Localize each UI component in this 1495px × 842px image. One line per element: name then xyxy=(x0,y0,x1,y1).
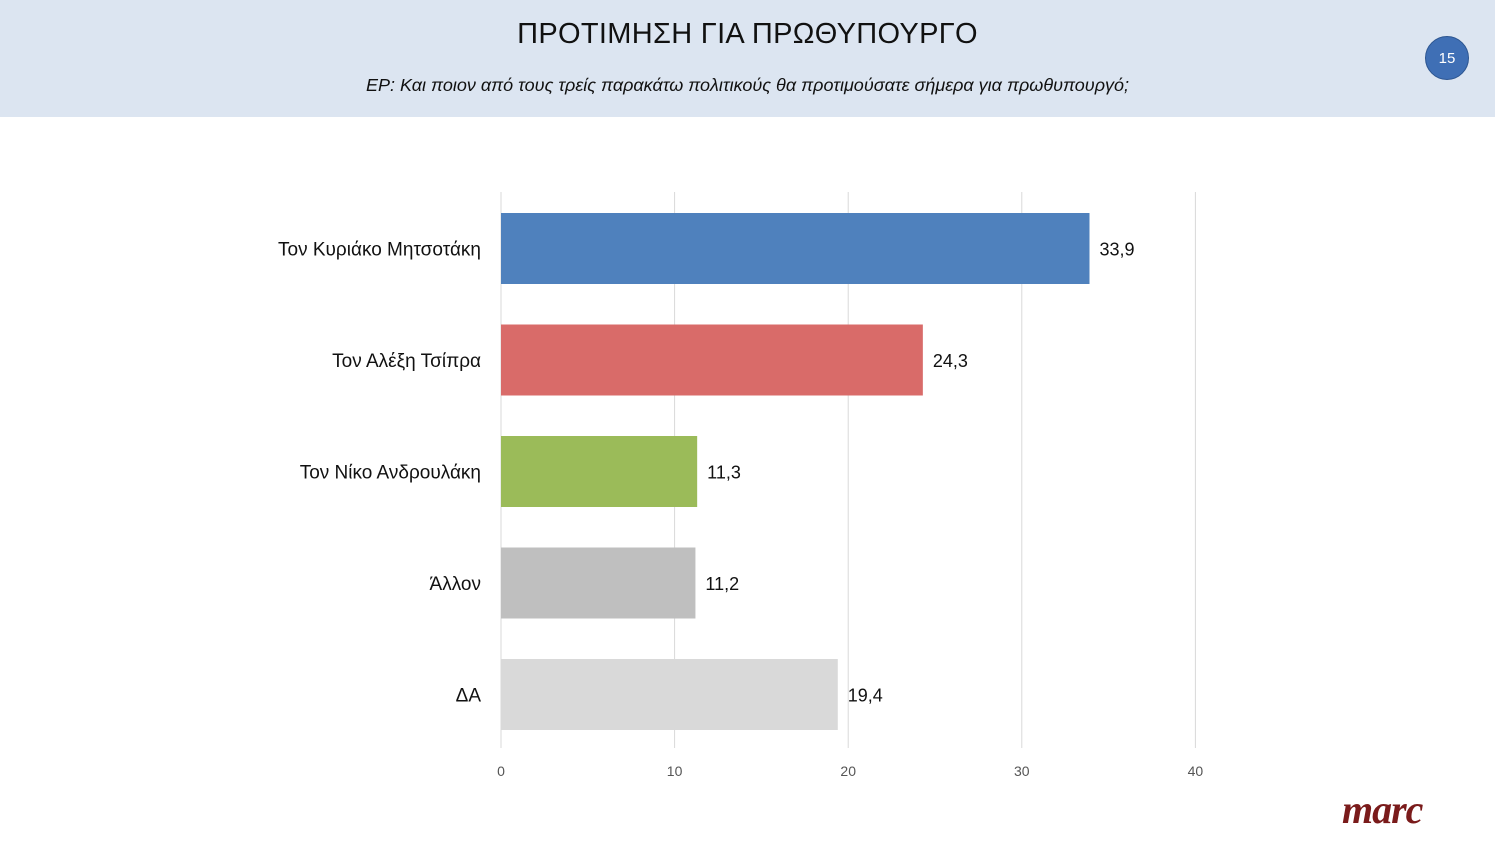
bar xyxy=(501,436,698,507)
bar xyxy=(501,659,838,730)
data-label: 11,2 xyxy=(705,574,739,594)
x-tick-label: 30 xyxy=(1014,763,1030,779)
category-label: Τον Νίκο Ανδρουλάκη xyxy=(300,463,481,484)
question-subtitle: ΕΡ: Και ποιον από τους τρείς παρακάτω πο… xyxy=(365,75,1130,95)
category-label: Τον Κυριάκο Μητσοτάκη xyxy=(278,240,481,261)
category-label: ΔΑ xyxy=(456,686,482,707)
data-label: 19,4 xyxy=(848,686,883,706)
page-number-badge: 15 xyxy=(1425,36,1469,80)
bar xyxy=(501,324,923,396)
x-tick-label: 40 xyxy=(1188,763,1204,779)
category-label: Τον Αλέξη Τσίπρα xyxy=(332,351,481,372)
x-tick-label: 0 xyxy=(497,763,505,779)
bar xyxy=(501,547,696,619)
marc-logo: marc xyxy=(1342,787,1423,832)
bar xyxy=(501,213,1090,284)
x-tick-label: 20 xyxy=(840,763,856,779)
data-label: 24,3 xyxy=(933,351,968,371)
x-tick-label: 10 xyxy=(667,763,683,779)
data-label: 11,3 xyxy=(707,463,741,483)
category-label: Άλλον xyxy=(430,574,481,595)
data-label: 33,9 xyxy=(1100,240,1135,260)
page-title: ΠΡΟΤΙΜΗΣΗ ΓΙΑ ΠΡΩΘΥΠΟΥΡΓΟ xyxy=(517,18,978,50)
header-banner: ΠΡΟΤΙΜΗΣΗ ΓΙΑ ΠΡΩΘΥΠΟΥΡΓΟ ΕΡ: Και ποιον … xyxy=(0,0,1495,117)
